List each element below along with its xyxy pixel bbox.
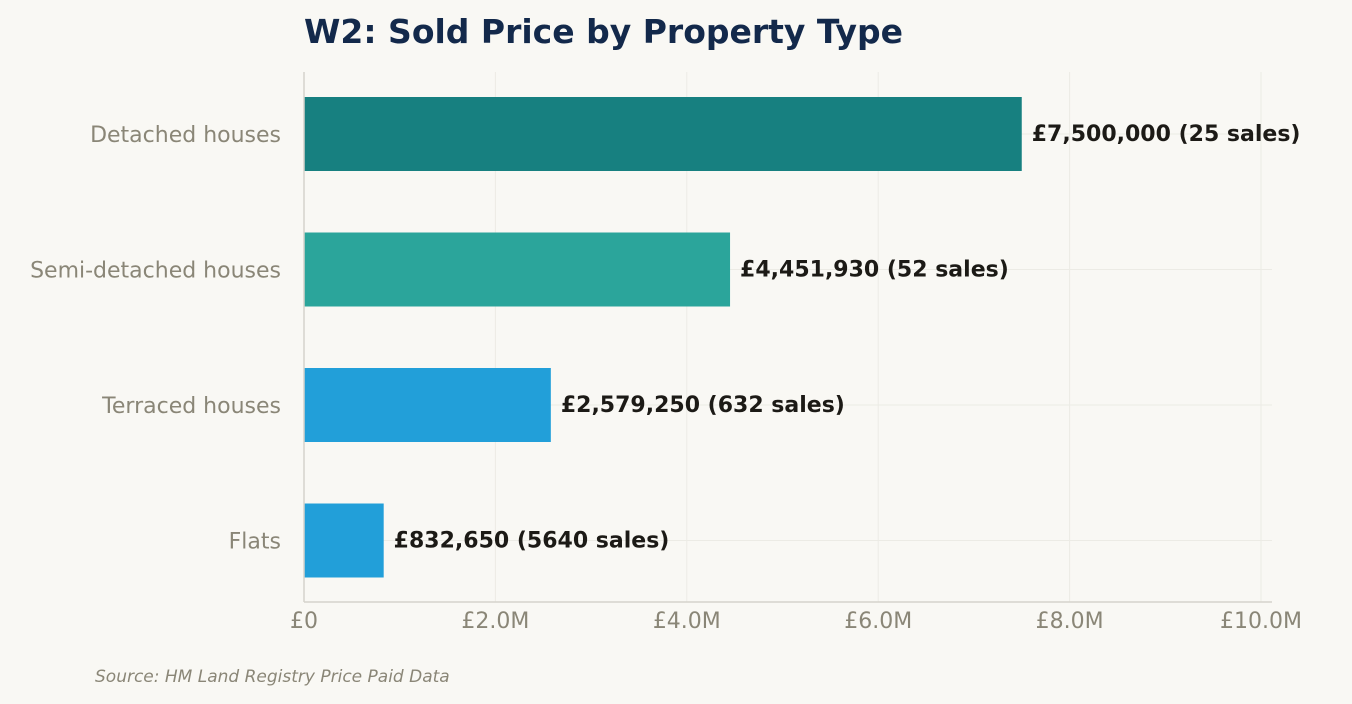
bar <box>304 368 551 442</box>
x-tick-label: £0 <box>290 609 318 634</box>
category-label: Terraced houses <box>101 394 281 419</box>
category-label: Semi-detached houses <box>30 259 281 284</box>
bar <box>304 232 731 307</box>
source-note: Source: HM Land Registry Price Paid Data <box>95 667 450 687</box>
data-label: £7,500,000 (25 sales) <box>1032 122 1301 147</box>
data-label: £4,451,930 (52 sales) <box>740 258 1009 283</box>
data-label: £2,579,250 (632 sales) <box>561 393 845 418</box>
x-tick-label: £4.0M <box>653 609 721 634</box>
chart-title: W2: Sold Price by Property Type <box>304 12 903 51</box>
labels: Detached houses £7,500,000 (25 sales) Semi… <box>30 122 1302 634</box>
axes <box>303 72 1272 603</box>
x-tick-label: £6.0M <box>844 609 912 634</box>
bar <box>304 503 384 578</box>
category-label: Flats <box>229 530 281 555</box>
bar <box>304 97 1022 171</box>
data-label: £832,650 (5640 sales) <box>394 529 670 554</box>
bars <box>304 97 1022 578</box>
x-tick-label: £2.0M <box>461 609 529 634</box>
x-tick-label: £8.0M <box>1036 609 1104 634</box>
x-tick-label: £10.0M <box>1220 609 1302 634</box>
category-label: Detached houses <box>90 123 281 148</box>
